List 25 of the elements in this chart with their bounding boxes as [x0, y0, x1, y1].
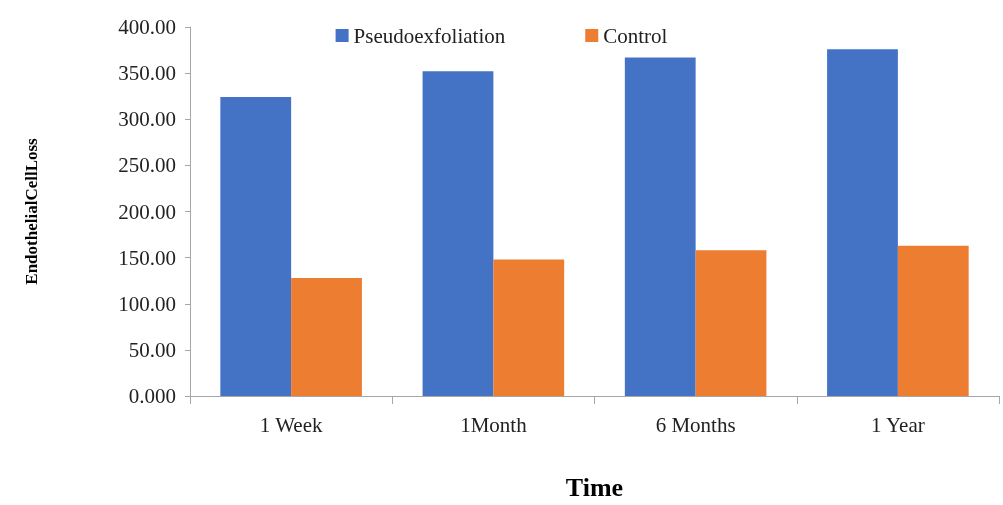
- y-tick-label: 50.00: [128, 337, 176, 362]
- y-tick-label: 350.00: [118, 61, 176, 86]
- legend-label: Control: [603, 23, 668, 48]
- legend-label: Pseudoexfoliation: [353, 23, 506, 48]
- x-tick-label: 1 Year: [871, 412, 925, 437]
- y-tick-label: 400.00: [118, 15, 176, 39]
- bar: [422, 71, 494, 396]
- bar: [695, 250, 767, 396]
- y-tick-label: 300.00: [118, 107, 176, 132]
- y-tick-label: 200.00: [118, 199, 176, 224]
- x-tick-label: 1Month: [460, 412, 528, 437]
- bar: [220, 97, 292, 396]
- y-tick-label: 150.00: [118, 245, 176, 270]
- bar: [291, 277, 362, 396]
- x-tick-label: 1 Week: [259, 412, 323, 437]
- bar: [897, 245, 969, 396]
- y-tick-label: 0.000: [128, 384, 176, 408]
- x-axis-title: Time: [565, 472, 624, 502]
- bar: [827, 49, 898, 396]
- x-tick-label: 6 Months: [655, 412, 736, 437]
- y-tick-label: 250.00: [118, 153, 176, 178]
- y-tick-label: 100.00: [118, 291, 176, 316]
- bar: [493, 259, 565, 396]
- bar: [624, 57, 696, 396]
- y-axis-title: EndothelialCellLoss: [22, 137, 41, 285]
